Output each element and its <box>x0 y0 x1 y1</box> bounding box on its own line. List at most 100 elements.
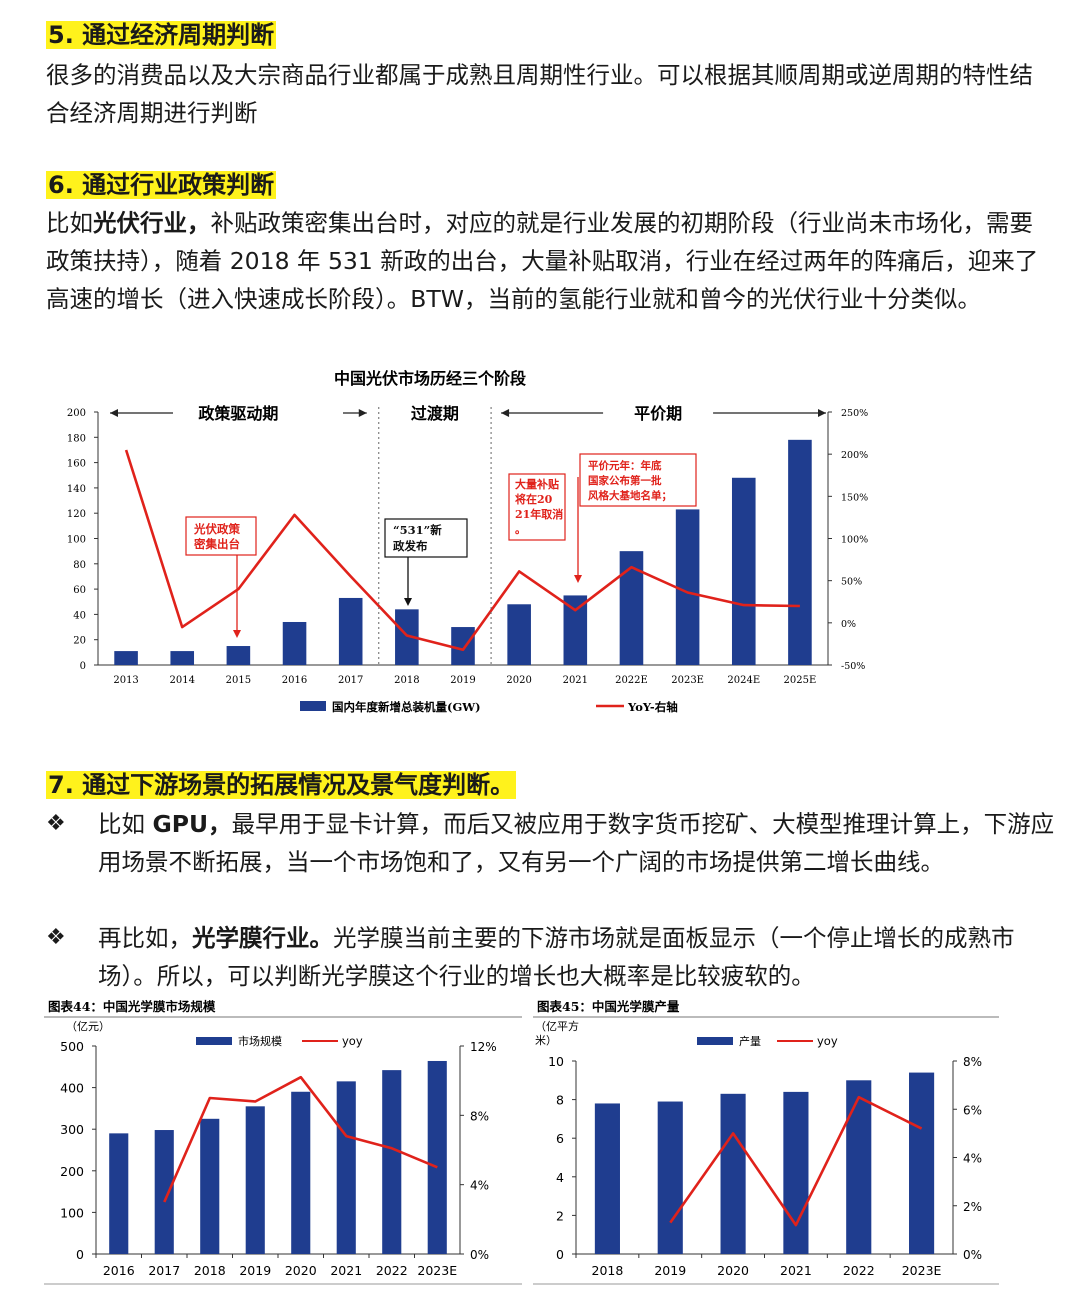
y-tick-label: 0 <box>80 661 86 672</box>
annotation-box <box>185 516 257 556</box>
y2-tick-label: 50% <box>841 577 862 588</box>
chart-title: 中国光伏市场历经三个阶段 <box>334 369 527 388</box>
x-tick-label: 2021 <box>563 675 588 686</box>
y2-tick-label: 12% <box>470 1040 497 1054</box>
x-tick-label: 2016 <box>282 675 307 686</box>
x-tick-label: 2023E <box>417 1263 457 1278</box>
bar <box>783 1091 809 1254</box>
y-tick-label: 500 <box>60 1039 84 1054</box>
y2-tick-label: 150% <box>841 492 868 503</box>
bar <box>336 1081 356 1254</box>
x-tick-label: 2018 <box>194 1263 226 1278</box>
legend-label: yoy <box>342 1034 363 1048</box>
annotation-text: 平价元年：年底国家公布第一批风格大基地名单； <box>588 459 672 502</box>
x-tick-label: 2017 <box>338 675 363 686</box>
yoy-line <box>124 449 800 652</box>
y-tick-label: 180 <box>67 433 86 444</box>
y2-tick-label: 4% <box>470 1179 489 1193</box>
bar <box>114 651 138 665</box>
bar <box>338 597 363 665</box>
x-tick-label: 2020 <box>285 1263 317 1278</box>
bar <box>563 595 588 665</box>
x-tick-label: 2018 <box>592 1263 624 1278</box>
section-6-body: 比如光伏行业，补贴政策密集出台时，对应的就是行业发展的初期阶段（行业尚未市场化，… <box>46 209 1039 313</box>
phase-label: 过渡期 <box>411 404 459 423</box>
chart-title: 图表45：中国光学膜产量 <box>537 999 680 1014</box>
y-tick-label: 80 <box>73 560 86 571</box>
x-tick-label: 2020 <box>717 1263 749 1278</box>
y2-tick-label: 0% <box>470 1248 489 1262</box>
y-tick-label: 100 <box>60 1205 84 1220</box>
y-tick-label: 200 <box>60 1164 84 1179</box>
x-tick-label: 2022E <box>615 675 648 686</box>
x-tick-label: 2015 <box>226 675 251 686</box>
y2-tick-label: 0% <box>963 1248 982 1262</box>
bar <box>788 439 812 665</box>
y-tick-label: 10 <box>548 1054 564 1069</box>
section-6-title: 6. 通过行业政策判断 <box>46 171 277 199</box>
x-tick-label: 2013 <box>113 675 138 686</box>
x-tick-label: 2024E <box>727 675 760 686</box>
y-tick-label: 0 <box>76 1247 84 1262</box>
y2-tick-label: 2% <box>963 1200 982 1214</box>
y-tick-label: 200 <box>67 408 86 419</box>
y-tick-label: 4 <box>556 1170 564 1185</box>
bar <box>594 1103 620 1254</box>
legend-label: yoy <box>817 1034 838 1048</box>
annotation-text: 光伏政策密集出台 <box>193 522 240 551</box>
y2-tick-label: 4% <box>963 1152 982 1166</box>
x-tick-label: 2023E <box>902 1263 942 1278</box>
yoy-line <box>669 1095 923 1227</box>
legend-swatch-bar <box>300 701 326 711</box>
diamond-bullet-icon: ❖ <box>46 925 66 950</box>
section-7-title: 7. 通过下游场景的拓展情况及景气度判断。 <box>46 771 517 799</box>
y-tick-label: 120 <box>67 509 86 520</box>
arrow-right-icon <box>358 409 367 417</box>
annotation-text: 大量补贴将在20 21年取消。 <box>515 477 563 536</box>
legend-label: 国内年度新增总装机量(GW) <box>332 700 481 714</box>
legend-label: 产量 <box>739 1034 761 1048</box>
y2-tick-label: 250% <box>841 408 868 419</box>
legend-label: YoY-右轴 <box>627 700 678 714</box>
optical-film-output-chart: 图表45：中国光学膜产量 （亿平方米） 10 8 6 4 2 0 8% 6% 4% 2% 0% 2018 2… <box>533 999 999 1285</box>
annotation-text: “531”新政发布 <box>393 523 442 553</box>
y-tick-label: 20 <box>73 636 86 647</box>
bar <box>909 1072 935 1254</box>
bar <box>846 1080 872 1254</box>
legend-label: 市场规模 <box>238 1034 282 1048</box>
y-tick-label: 40 <box>73 610 86 621</box>
x-tick-label: 2019 <box>450 675 475 686</box>
bar <box>109 1133 129 1254</box>
legend-swatch-bar <box>196 1037 232 1045</box>
bar <box>451 627 475 665</box>
x-tick-label: 2018 <box>394 675 419 686</box>
y-axis-label: （亿平方米） <box>535 1019 579 1047</box>
bullet-optical-film: ❖ 再比如，光学膜行业。光学膜当前主要的下游市场就是面板显示（一个停止增长的成熟… <box>46 919 1056 995</box>
y-tick-label: 300 <box>60 1122 84 1137</box>
bar <box>200 1118 220 1254</box>
y2-tick-label: 100% <box>841 535 868 546</box>
y-axis-label: （亿元） <box>66 1020 110 1033</box>
y2-tick-label: 6% <box>963 1103 982 1117</box>
y-tick-label: 2 <box>556 1208 564 1223</box>
arrow-down-icon <box>233 630 241 638</box>
y2-tick-label: -50% <box>841 661 865 672</box>
x-tick-label: 2020 <box>506 675 531 686</box>
pv-market-chart: 中国光伏市场历经三个阶段2001801601401201008060402002… <box>67 369 868 714</box>
section-5-body: 很多的消费品以及大宗商品行业都属于成熟且周期性行业。可以根据其顺周期或逆周期的特… <box>46 61 1033 127</box>
bar <box>291 1091 311 1254</box>
x-tick-label: 2021 <box>780 1263 812 1278</box>
bar <box>154 1130 174 1254</box>
x-tick-label: 2014 <box>170 675 195 686</box>
y-tick-label: 8 <box>556 1093 564 1108</box>
y-tick-label: 0 <box>556 1247 564 1262</box>
bar <box>619 551 644 665</box>
y-tick-label: 100 <box>67 535 86 546</box>
bar <box>675 509 700 665</box>
y2-tick-label: 8% <box>963 1055 982 1069</box>
annotation-box <box>579 453 697 507</box>
bar <box>427 1060 447 1254</box>
arrow-left-icon <box>110 409 118 417</box>
x-tick-label: 2019 <box>239 1263 271 1278</box>
y2-tick-label: 8% <box>470 1109 489 1123</box>
